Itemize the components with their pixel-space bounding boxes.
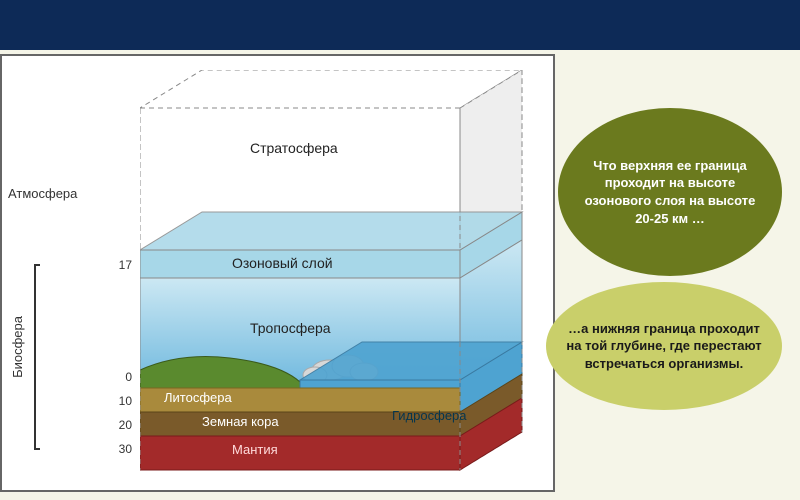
crust-label: Земная кора <box>202 414 279 429</box>
atmosphere-label: Атмосфера <box>8 186 77 201</box>
ozone-label: Озоновый слой <box>232 255 333 271</box>
mantle-label: Мантия <box>232 442 278 457</box>
lower-bubble-text: …а нижняя граница проходит на той глубин… <box>564 320 764 373</box>
upper-bubble-text: Что верхняя ее граница проходит на высот… <box>576 157 764 227</box>
biosphere-cube: Стратосфера Озоновый слой Тропосфера Лит… <box>140 70 535 478</box>
troposphere-label: Тропосфера <box>250 320 331 336</box>
litosphere-label: Литосфера <box>164 390 232 405</box>
tick-17: 17 <box>102 258 132 272</box>
content-panel: Атмосфера Биосфера 17 0 10 20 30 <box>0 50 800 500</box>
biosphere-bracket <box>34 264 40 450</box>
lower-boundary-bubble: …а нижняя граница проходит на той глубин… <box>546 282 782 410</box>
slide-root: Границы биосферы Земли проводятся по гра… <box>0 0 800 500</box>
cube-svg <box>140 70 535 478</box>
biosphere-label: Биосфера <box>10 316 25 378</box>
tick-0: 0 <box>102 370 132 384</box>
tick-30: 30 <box>102 442 132 456</box>
stratosphere-label: Стратосфера <box>250 140 338 156</box>
diagram-frame: Атмосфера Биосфера 17 0 10 20 30 <box>0 54 555 492</box>
tick-10: 10 <box>102 394 132 408</box>
tick-20: 20 <box>102 418 132 432</box>
upper-boundary-bubble: Что верхняя ее граница проходит на высот… <box>558 108 782 276</box>
hydrosphere-label: Гидросфера <box>392 408 467 423</box>
